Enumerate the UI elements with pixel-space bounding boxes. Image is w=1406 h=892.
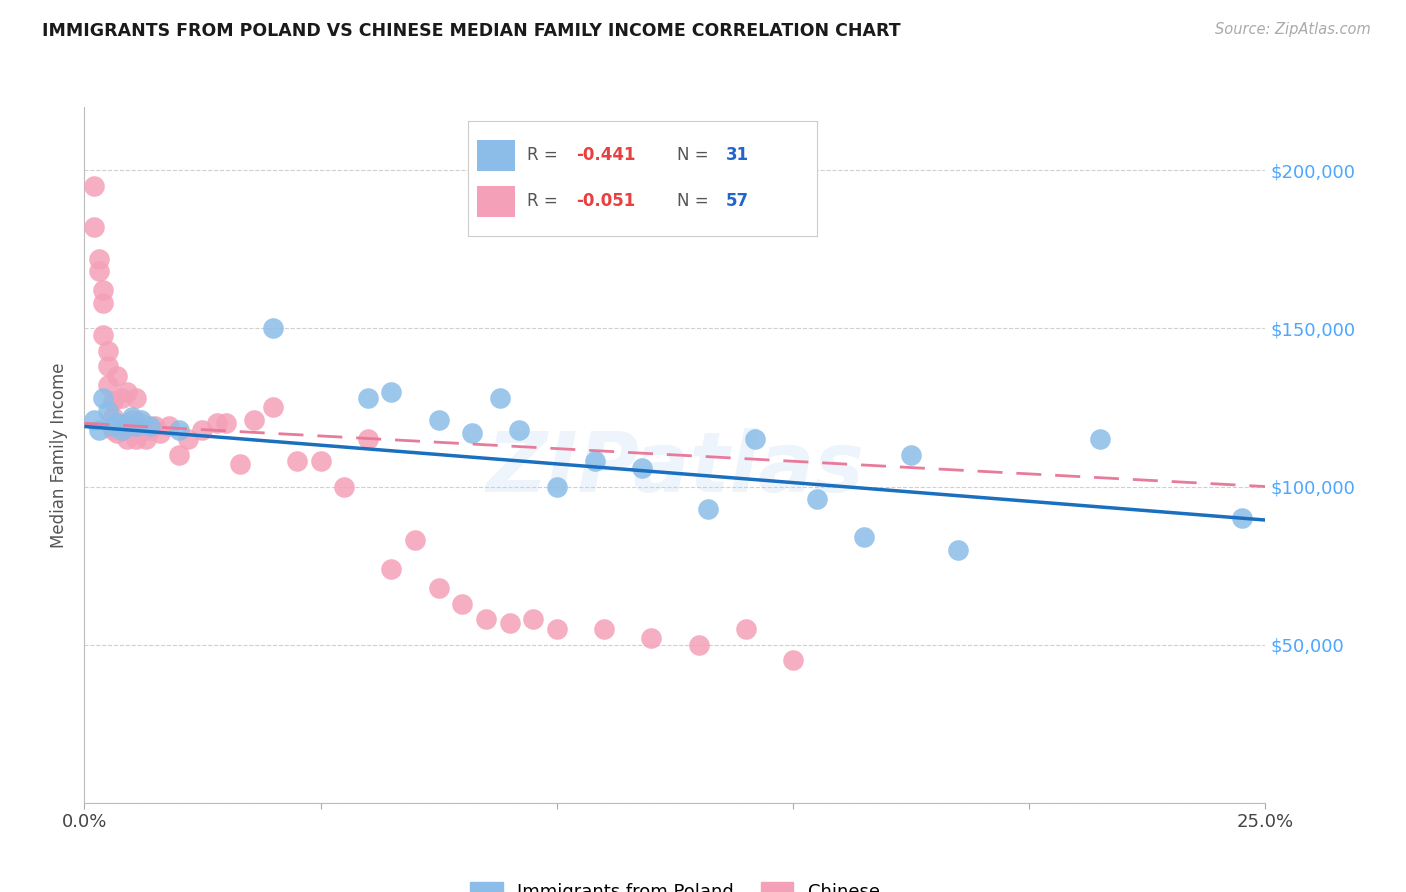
- Point: [107, 425, 129, 440]
- Point: [243, 413, 266, 427]
- Point: [139, 419, 162, 434]
- Text: Source: ZipAtlas.com: Source: ZipAtlas.com: [1215, 22, 1371, 37]
- Point: [593, 622, 616, 636]
- Point: [948, 542, 970, 557]
- Text: ZIPatlas: ZIPatlas: [486, 428, 863, 509]
- Point: [630, 460, 652, 475]
- Point: [475, 612, 498, 626]
- Point: [262, 321, 284, 335]
- Point: [427, 581, 450, 595]
- Point: [744, 432, 766, 446]
- Point: [101, 423, 124, 437]
- Point: [125, 391, 148, 405]
- Point: [782, 653, 804, 667]
- Point: [357, 432, 380, 446]
- Point: [143, 419, 166, 434]
- Point: [129, 417, 152, 431]
- Point: [125, 432, 148, 446]
- Point: [101, 419, 124, 434]
- Point: [125, 419, 148, 434]
- Point: [111, 423, 134, 437]
- Point: [262, 401, 284, 415]
- Point: [91, 327, 114, 342]
- Point: [215, 417, 238, 431]
- Point: [101, 394, 124, 409]
- Point: [380, 384, 402, 399]
- Point: [461, 425, 484, 440]
- Point: [107, 417, 129, 431]
- Point: [1088, 432, 1111, 446]
- Point: [285, 454, 308, 468]
- Point: [97, 403, 120, 417]
- Legend: Immigrants from Poland, Chinese: Immigrants from Poland, Chinese: [463, 874, 887, 892]
- Point: [107, 417, 129, 431]
- Point: [101, 409, 124, 424]
- Point: [87, 252, 110, 266]
- Point: [167, 423, 190, 437]
- Point: [107, 368, 129, 383]
- Point: [205, 417, 228, 431]
- Point: [91, 391, 114, 405]
- Point: [121, 409, 143, 424]
- Point: [498, 615, 520, 630]
- Point: [97, 378, 120, 392]
- Point: [508, 423, 530, 437]
- Point: [177, 432, 200, 446]
- Point: [83, 413, 105, 427]
- Point: [380, 562, 402, 576]
- Point: [121, 419, 143, 434]
- Point: [91, 296, 114, 310]
- Point: [697, 501, 720, 516]
- Text: IMMIGRANTS FROM POLAND VS CHINESE MEDIAN FAMILY INCOME CORRELATION CHART: IMMIGRANTS FROM POLAND VS CHINESE MEDIAN…: [42, 22, 901, 40]
- Point: [149, 425, 172, 440]
- Point: [309, 454, 332, 468]
- Point: [546, 622, 568, 636]
- Point: [97, 359, 120, 374]
- Point: [139, 423, 162, 437]
- Point: [734, 622, 756, 636]
- Point: [83, 179, 105, 194]
- Point: [115, 384, 138, 399]
- Point: [91, 284, 114, 298]
- Point: [900, 448, 922, 462]
- Point: [688, 638, 710, 652]
- Point: [357, 391, 380, 405]
- Point: [129, 413, 152, 427]
- Point: [806, 492, 828, 507]
- Point: [87, 423, 110, 437]
- Point: [87, 264, 110, 278]
- Point: [427, 413, 450, 427]
- Point: [1230, 511, 1253, 525]
- Point: [135, 432, 157, 446]
- Point: [167, 448, 190, 462]
- Point: [97, 343, 120, 358]
- Point: [451, 597, 474, 611]
- Point: [111, 391, 134, 405]
- Point: [129, 423, 152, 437]
- Point: [115, 417, 138, 431]
- Point: [111, 419, 134, 434]
- Point: [583, 454, 606, 468]
- Point: [489, 391, 512, 405]
- Point: [111, 423, 134, 437]
- Point: [115, 432, 138, 446]
- Point: [333, 479, 356, 493]
- Point: [157, 419, 180, 434]
- Point: [229, 458, 252, 472]
- Y-axis label: Median Family Income: Median Family Income: [51, 362, 69, 548]
- Point: [546, 479, 568, 493]
- Point: [121, 413, 143, 427]
- Point: [83, 220, 105, 235]
- Point: [191, 423, 214, 437]
- Point: [404, 533, 426, 548]
- Point: [852, 530, 875, 544]
- Point: [640, 632, 662, 646]
- Point: [522, 612, 544, 626]
